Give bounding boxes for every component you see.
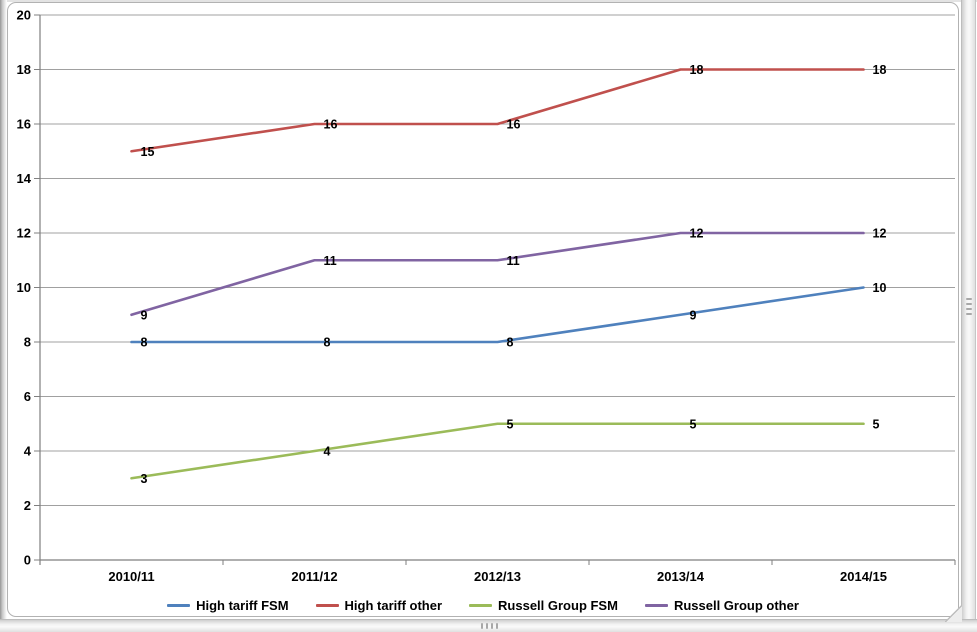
data-label: 10	[873, 281, 887, 295]
y-axis-label: 0	[24, 553, 31, 568]
chart-legend: High tariff FSM High tariff other Russell …	[7, 596, 959, 614]
chart-object-frame[interactable]	[7, 2, 959, 617]
data-label: 12	[690, 227, 704, 241]
data-label: 9	[690, 308, 697, 322]
y-axis-label: 20	[17, 8, 31, 23]
y-axis-label: 16	[17, 117, 31, 132]
data-label: 15	[141, 145, 155, 159]
data-label: 16	[324, 118, 338, 132]
scrollbar-dots-handle-icon[interactable]	[965, 298, 972, 315]
x-axis-label: 2010/11	[108, 569, 154, 584]
data-label: 11	[507, 254, 520, 268]
data-label: 3	[141, 472, 148, 486]
legend-label: High tariff other	[344, 597, 443, 613]
legend-line-swatch-icon	[167, 603, 191, 607]
series-line-high-tariff-fsm	[130, 286, 865, 344]
legend-item-high-tariff-other: High tariff other	[315, 597, 443, 613]
scrollbar-dots-handle-icon[interactable]	[481, 623, 498, 629]
data-label: 12	[873, 227, 887, 241]
series-line-russell-group-fsm	[130, 422, 865, 480]
data-label: 8	[324, 336, 331, 350]
y-axis-label: 4	[24, 444, 32, 459]
legend-label: High tariff FSM	[196, 597, 289, 613]
bottom-scrollbar[interactable]	[0, 619, 977, 632]
legend-line-swatch-icon	[644, 603, 668, 607]
data-label: 5	[690, 417, 697, 431]
data-label: 8	[141, 336, 148, 350]
data-label: 9	[141, 308, 148, 322]
legend-line-swatch-icon	[469, 603, 493, 607]
legend-label: Russell Group other	[673, 597, 799, 613]
data-label: 5	[873, 417, 880, 431]
legend-item-high-tariff-fsm: High tariff FSM	[167, 597, 289, 613]
y-axis-label: 8	[24, 335, 31, 350]
right-scrollbar[interactable]	[961, 0, 976, 619]
y-axis-label: 12	[17, 226, 31, 241]
y-axis-label: 2	[24, 498, 31, 513]
legend-item-russell-group-other: Russell Group other	[644, 597, 799, 613]
legend-label: Russell Group FSM	[498, 597, 618, 613]
x-axis-label: 2013/14	[657, 569, 705, 584]
y-axis-label: 10	[17, 280, 31, 295]
series-line-high-tariff-other	[130, 68, 865, 153]
x-axis-label: 2012/13	[474, 569, 521, 584]
y-axis-label: 14	[17, 171, 32, 186]
data-label: 11	[324, 254, 337, 268]
data-label: 18	[873, 63, 887, 77]
y-axis-label: 6	[24, 389, 31, 404]
legend-line-swatch-icon	[315, 603, 339, 607]
window-left-edge	[0, 0, 7, 632]
y-axis-label: 18	[17, 62, 31, 77]
x-axis-label: 2011/12	[291, 569, 337, 584]
data-label: 4	[324, 445, 331, 459]
resize-grip-icon[interactable]	[945, 605, 962, 622]
data-label: 16	[507, 118, 521, 132]
legend-item-russell-group-fsm: Russell Group FSM	[469, 598, 618, 613]
window-top-edge	[0, 0, 977, 2]
x-axis-label: 2014/15	[840, 569, 887, 584]
data-label: 5	[507, 417, 514, 431]
series-line-russell-group-other	[130, 231, 865, 317]
data-label: 8	[507, 336, 514, 350]
data-label: 18	[690, 63, 704, 77]
